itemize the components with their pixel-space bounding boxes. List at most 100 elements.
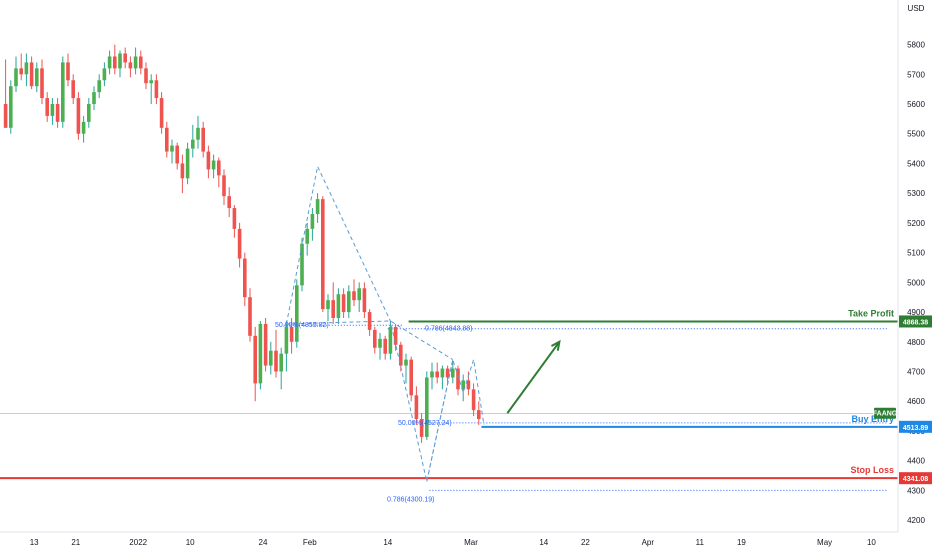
candle-body[interactable] (305, 228, 309, 244)
candle-body[interactable] (175, 145, 179, 164)
candle-body[interactable] (61, 62, 65, 122)
candle-body[interactable] (399, 344, 403, 366)
candle-body[interactable] (128, 62, 133, 69)
candle-body[interactable] (331, 300, 335, 319)
candle-body[interactable] (295, 285, 299, 342)
candle-body[interactable] (315, 199, 320, 214)
candle-body[interactable] (87, 104, 91, 122)
candle-body[interactable] (81, 121, 86, 134)
candle-body[interactable] (253, 335, 257, 384)
candle-body[interactable] (102, 68, 107, 81)
candle-body[interactable] (139, 56, 143, 69)
time-tick-label: 13 (30, 538, 39, 547)
candle-body[interactable] (50, 104, 55, 116)
candle-body[interactable] (373, 329, 377, 348)
candle-body[interactable] (196, 127, 200, 140)
candle-body[interactable] (206, 151, 211, 170)
candle-body[interactable] (201, 127, 205, 152)
candle-body[interactable] (9, 86, 13, 128)
candle-body[interactable] (133, 56, 138, 69)
candle-body[interactable] (24, 62, 29, 75)
candle-body[interactable] (357, 288, 361, 301)
candle-body[interactable] (71, 80, 75, 99)
candle-body[interactable] (352, 291, 356, 301)
candle-body[interactable] (336, 294, 341, 319)
candle-body[interactable] (263, 323, 268, 366)
candle-body[interactable] (29, 62, 34, 87)
candle-body[interactable] (144, 68, 148, 84)
candle-body[interactable] (284, 326, 289, 354)
candle-body[interactable] (154, 80, 159, 99)
candle-body[interactable] (97, 80, 101, 93)
candle-body[interactable] (456, 368, 460, 390)
candle-body[interactable] (211, 160, 216, 170)
candle-body[interactable] (66, 62, 70, 81)
candle-body[interactable] (440, 368, 445, 378)
candle-body[interactable] (123, 53, 127, 63)
candle-body[interactable] (310, 213, 315, 229)
candle-body[interactable] (113, 56, 117, 69)
candle-body[interactable] (321, 199, 325, 310)
candle-body[interactable] (419, 419, 424, 437)
candle-body[interactable] (222, 175, 226, 197)
candle-body[interactable] (159, 98, 164, 128)
candle-body[interactable] (185, 148, 190, 179)
price-tick-label: 5400 (907, 159, 925, 168)
candle-body[interactable] (362, 288, 367, 313)
buy-entry-price-tag[interactable] (899, 420, 932, 433)
candle-body[interactable] (191, 139, 195, 149)
candle-body[interactable] (35, 68, 39, 87)
candle-body[interactable] (118, 53, 122, 69)
candle-body[interactable] (274, 350, 278, 372)
candle-body[interactable] (300, 243, 304, 286)
candle-body[interactable] (435, 371, 439, 378)
candle-body[interactable] (347, 291, 351, 313)
candle-body[interactable] (269, 350, 273, 366)
candle-body[interactable] (14, 68, 18, 87)
candle-body[interactable] (76, 98, 81, 134)
candle-body[interactable] (414, 395, 419, 420)
candle-body[interactable] (237, 228, 242, 259)
candle-body[interactable] (367, 312, 372, 330)
candle-body[interactable] (404, 359, 408, 366)
candle-body[interactable] (227, 196, 231, 209)
candle-body[interactable] (55, 104, 60, 122)
candle-body[interactable] (383, 338, 387, 354)
candle-body[interactable] (289, 326, 294, 342)
candle-body[interactable] (180, 163, 185, 179)
candle-body[interactable] (388, 326, 393, 354)
candle-body[interactable] (378, 338, 382, 348)
candle-body[interactable] (471, 389, 476, 411)
candle-body[interactable] (451, 368, 455, 378)
candle-body[interactable] (430, 371, 434, 378)
candle-body[interactable] (3, 104, 8, 128)
candle-body[interactable] (19, 68, 23, 75)
candle-body[interactable] (425, 377, 429, 437)
candle-body[interactable] (341, 294, 346, 313)
candle-body[interactable] (40, 68, 44, 99)
candle-body[interactable] (326, 300, 330, 310)
candle-body[interactable] (248, 297, 252, 336)
stop-loss-price-tag[interactable] (899, 472, 932, 485)
candle-body[interactable] (258, 323, 263, 384)
candle-body[interactable] (92, 92, 96, 105)
candle-body[interactable] (107, 56, 112, 69)
faang-tag[interactable] (874, 407, 896, 419)
candle-body[interactable] (279, 353, 283, 372)
candle-body[interactable] (45, 98, 49, 116)
candle-body[interactable] (217, 160, 221, 176)
candle-body[interactable] (170, 145, 174, 152)
candle-body[interactable] (466, 380, 471, 390)
take-profit-price-tag[interactable] (899, 315, 932, 328)
candle-body[interactable] (149, 80, 153, 84)
time-axis[interactable]: 13 21 2022 10 24 Feb 14 Mar 14 22 Apr 11 19 May 10 (30, 538, 877, 547)
candle-body[interactable] (393, 326, 398, 345)
candle-body[interactable] (232, 208, 237, 229)
candle-body[interactable] (243, 258, 247, 298)
candle-body[interactable] (165, 127, 169, 152)
candle-body[interactable] (445, 368, 450, 378)
candle-body[interactable] (409, 359, 413, 396)
candle-body[interactable] (477, 410, 481, 420)
candle-body[interactable] (461, 380, 465, 390)
